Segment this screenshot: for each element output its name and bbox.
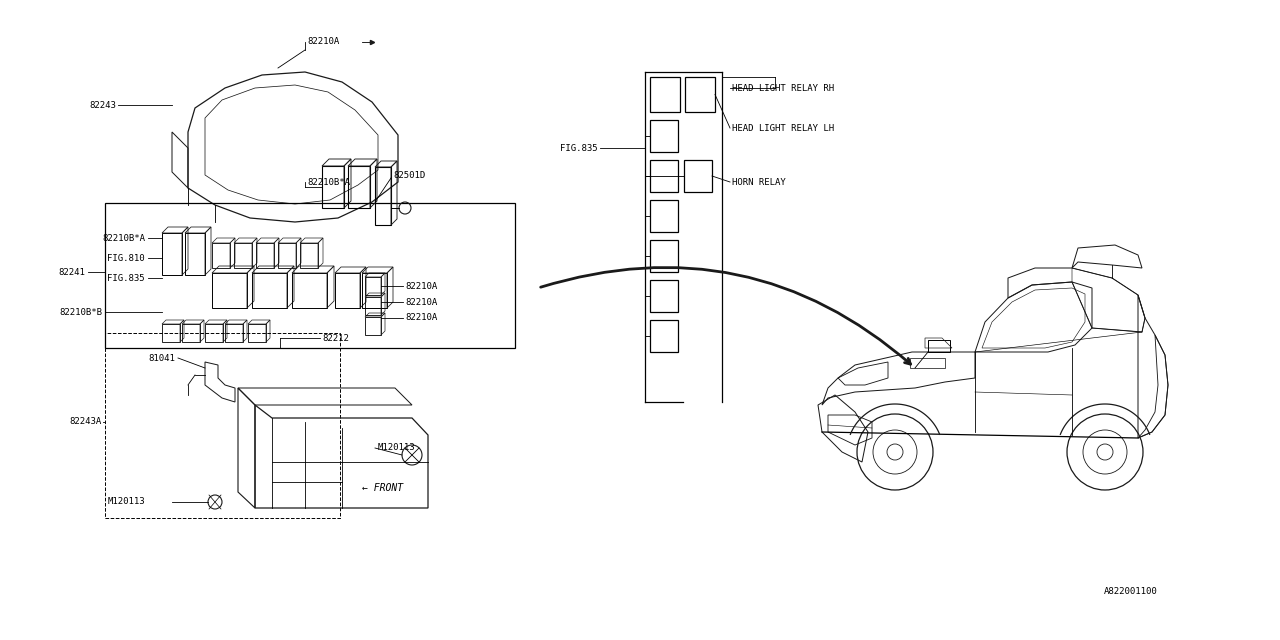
Text: 82210B*A: 82210B*A — [307, 177, 349, 186]
Bar — [323, 166, 344, 208]
Text: HEAD LIGHT RELAY RH: HEAD LIGHT RELAY RH — [732, 83, 835, 93]
Bar — [650, 280, 678, 312]
Bar — [163, 233, 182, 275]
Bar — [225, 324, 243, 342]
Text: 82210B*B: 82210B*B — [59, 307, 102, 317]
Bar — [105, 203, 515, 348]
Bar — [105, 333, 340, 518]
Bar — [205, 324, 223, 342]
Bar — [650, 120, 678, 152]
Bar — [278, 243, 296, 268]
Bar — [365, 297, 381, 315]
Bar — [234, 243, 252, 268]
Text: ← FRONT: ← FRONT — [362, 483, 403, 493]
Text: 82212: 82212 — [323, 333, 349, 342]
Text: HEAD LIGHT RELAY LH: HEAD LIGHT RELAY LH — [732, 124, 835, 132]
Bar — [365, 277, 381, 295]
Bar — [365, 317, 381, 335]
Text: 82210A: 82210A — [307, 38, 339, 47]
Bar — [292, 273, 326, 308]
Bar — [212, 243, 230, 268]
Text: A822001100: A822001100 — [1105, 588, 1158, 596]
Text: 82501D: 82501D — [393, 170, 425, 179]
Bar — [212, 273, 247, 308]
Bar — [335, 273, 360, 308]
Text: 82210B*A: 82210B*A — [102, 234, 145, 243]
Text: 82210A: 82210A — [404, 282, 438, 291]
Bar — [685, 77, 716, 112]
Text: 82210A: 82210A — [404, 314, 438, 323]
Text: 82241: 82241 — [58, 268, 84, 276]
Text: FIG.810: FIG.810 — [108, 253, 145, 262]
Bar — [928, 340, 950, 352]
Bar — [186, 233, 205, 275]
Bar — [362, 273, 387, 308]
Text: M120113: M120113 — [108, 497, 146, 506]
Text: 82243A: 82243A — [69, 417, 102, 426]
Text: M120113: M120113 — [378, 444, 416, 452]
Bar — [182, 324, 200, 342]
Bar — [256, 243, 274, 268]
Bar — [163, 324, 180, 342]
Bar — [684, 160, 712, 192]
Bar — [650, 320, 678, 352]
Bar — [650, 160, 678, 192]
Text: 82243: 82243 — [90, 100, 116, 109]
Bar — [650, 200, 678, 232]
Bar — [650, 240, 678, 272]
Bar — [252, 273, 287, 308]
Text: FIG.835: FIG.835 — [108, 273, 145, 282]
Bar — [348, 166, 370, 208]
Text: HORN RELAY: HORN RELAY — [732, 177, 786, 186]
Bar — [300, 243, 317, 268]
Bar — [375, 167, 390, 225]
Text: FIG.835: FIG.835 — [561, 143, 598, 152]
Text: 81041: 81041 — [148, 353, 175, 362]
Bar — [650, 77, 680, 112]
Text: 82210A: 82210A — [404, 298, 438, 307]
Bar — [248, 324, 266, 342]
